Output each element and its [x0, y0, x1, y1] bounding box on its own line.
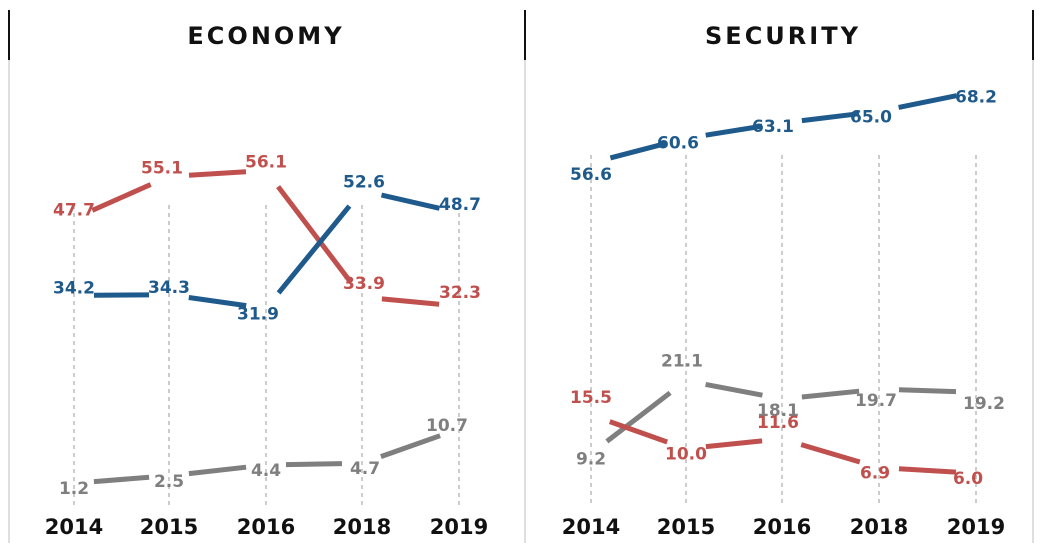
- panel-title-security: SECURITY: [705, 22, 861, 50]
- data-label-s1-2015: 34.3: [148, 278, 190, 298]
- data-label-s0-2016: 56.1: [245, 153, 287, 173]
- data-label-s2-2016: 11.6: [757, 413, 799, 433]
- data-label-s1-2019: 19.2: [963, 394, 1005, 414]
- data-label-s1-2016: 18.1: [757, 401, 799, 421]
- data-label-s2-2015: 2.5: [154, 472, 184, 492]
- data-label-s0-2014: 47.7: [53, 201, 95, 221]
- x-tick-label-2014: 2014: [45, 515, 103, 539]
- series-line-1: [93, 192, 441, 309]
- x-tick-label-2018: 2018: [333, 515, 391, 539]
- data-label-s2-2014: 1.2: [59, 479, 89, 499]
- data-label-s2-2018: 4.7: [350, 459, 380, 479]
- data-label-s0-2018: 65.0: [850, 107, 892, 127]
- data-label-s1-2014: 9.2: [576, 450, 606, 470]
- data-label-s2-2014: 15.5: [570, 388, 612, 408]
- data-label-s0-2019: 68.2: [955, 88, 997, 108]
- data-label-s1-2019: 48.7: [439, 195, 481, 215]
- data-label-s1-2018: 19.7: [855, 391, 897, 411]
- x-tick-label-2015: 2015: [657, 515, 715, 539]
- data-label-s2-2018: 6.9: [860, 464, 890, 484]
- x-tick-label-2019: 2019: [430, 515, 488, 539]
- series-line-2: [608, 419, 957, 475]
- data-label-s1-2015: 21.1: [661, 352, 703, 372]
- x-tick-label-2014: 2014: [562, 515, 620, 539]
- series-line-0: [91, 169, 440, 307]
- x-tick-label-2019: 2019: [947, 515, 1005, 539]
- data-label-s0-2016: 63.1: [752, 117, 794, 137]
- x-tick-label-2016: 2016: [753, 515, 811, 539]
- series-line-2: [93, 433, 441, 485]
- data-label-s1-2018: 52.6: [343, 173, 385, 193]
- data-label-s2-2019: 10.7: [426, 416, 468, 436]
- data-label-s0-2015: 55.1: [141, 158, 183, 178]
- security-panel: 2014 2015 2016 2018 2019 56.6 60.6 63.1 65.0 68.2…: [562, 88, 1005, 539]
- data-label-s0-2018: 33.9: [343, 274, 385, 294]
- data-label-s2-2016: 4.4: [251, 461, 281, 481]
- x-tick-label-2018: 2018: [850, 515, 908, 539]
- data-label-s0-2019: 32.3: [439, 283, 481, 303]
- series-line-0: [609, 93, 957, 161]
- data-label-s1-2016: 31.9: [237, 304, 279, 324]
- data-label-s1-2014: 34.2: [53, 278, 95, 298]
- economy-panel: 2014 2015 2016 2018 2019 47.7 55.1 56.1 33.9 32.3…: [45, 153, 488, 539]
- panel-title-economy: ECONOMY: [187, 22, 344, 50]
- data-label-s0-2014: 56.6: [570, 165, 612, 185]
- data-label-s0-2015: 60.6: [657, 133, 699, 153]
- series-line-1: [605, 381, 957, 444]
- x-tick-label-2015: 2015: [140, 515, 198, 539]
- data-label-s2-2019: 6.0: [953, 469, 983, 489]
- data-label-s2-2015: 10.0: [665, 445, 707, 465]
- x-tick-label-2016: 2016: [237, 515, 295, 539]
